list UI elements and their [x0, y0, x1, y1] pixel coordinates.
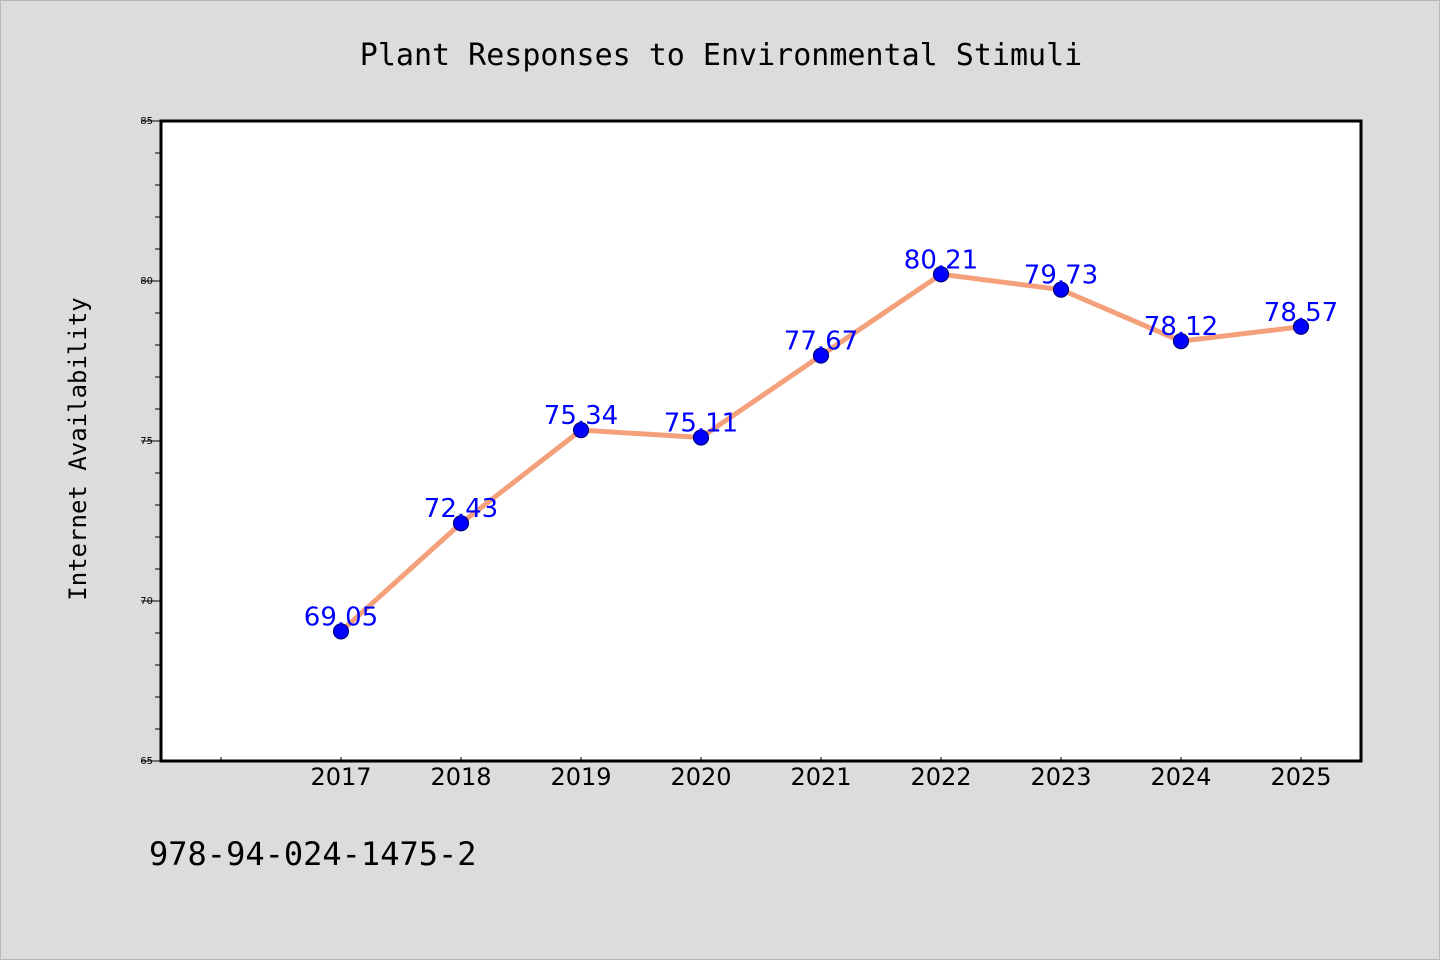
data-point: [332, 623, 350, 640]
data-point: [1292, 318, 1310, 335]
data-point: [932, 266, 950, 283]
footnote-isbn: 978-94-024-1475-2: [149, 835, 477, 873]
y-tick-label: 85: [140, 116, 153, 127]
data-label: 77.67: [784, 327, 858, 357]
data-labels: 69.05 72.43 75.34 75.11 77.67 80.21 79.73 78.12…: [304, 245, 1338, 632]
y-axis-label: Internet Availability: [64, 297, 92, 600]
x-tick-label: 2017: [310, 763, 371, 791]
data-label: 75.34: [544, 401, 618, 431]
series-group: [332, 266, 1310, 640]
x-tick-label: 2024: [1150, 763, 1211, 791]
data-label: 69.05: [304, 602, 378, 632]
data-point: [812, 347, 830, 364]
x-tick-label: 2025: [1270, 763, 1331, 791]
x-tick-label: 2021: [790, 763, 851, 791]
chart-title: Plant Responses to Environmental Stimuli: [360, 38, 1082, 73]
data-label: 78.57: [1264, 298, 1338, 328]
data-label: 79.73: [1024, 261, 1098, 291]
x-tick-label: 2020: [670, 763, 731, 791]
y-tick-label: 65: [140, 756, 153, 767]
data-label: 78.12: [1144, 312, 1218, 342]
data-label: 75.11: [664, 408, 738, 438]
data-point: [1052, 281, 1070, 298]
data-label: 72.43: [424, 494, 498, 524]
y-axis: 65 70 75 80 85: [140, 116, 161, 767]
x-tick-label: 2023: [1030, 763, 1091, 791]
y-tick-label: 80: [140, 276, 153, 287]
data-label: 80.21: [904, 245, 978, 275]
x-tick-label: 2019: [550, 763, 611, 791]
data-point: [572, 422, 590, 439]
data-point: [692, 429, 710, 446]
data-point: [452, 515, 470, 532]
y-tick-label: 75: [140, 436, 153, 447]
x-tick-label: 2018: [430, 763, 491, 791]
y-tick-label: 70: [140, 596, 153, 607]
x-axis: 2017 2018 2019 2020 2021 2022 2023 2024 2025: [220, 757, 1332, 791]
x-tick-label: 2022: [910, 763, 971, 791]
data-point: [1172, 333, 1190, 350]
plot-area: [159, 119, 1363, 763]
